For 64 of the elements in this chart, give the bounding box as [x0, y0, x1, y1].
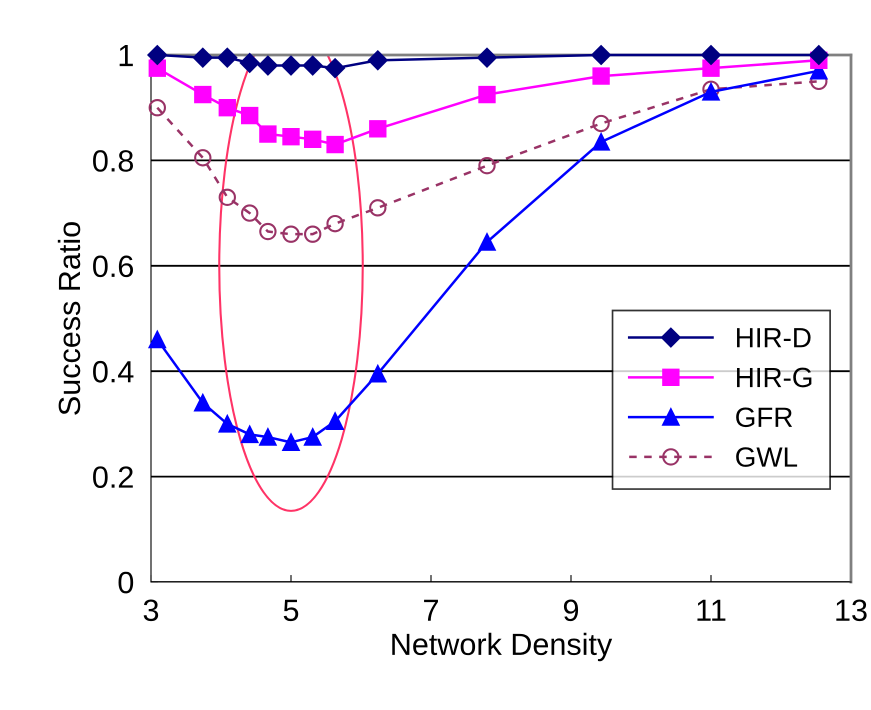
x-tick-label: 5: [284, 600, 298, 622]
point: [194, 86, 212, 104]
point: [326, 214, 344, 232]
point: [592, 133, 610, 151]
point: [304, 225, 322, 243]
point: [701, 45, 721, 65]
point: [478, 86, 496, 104]
point: [194, 149, 212, 166]
point: [369, 120, 386, 138]
point: [326, 412, 344, 430]
point: [302, 56, 323, 76]
point: [478, 233, 496, 251]
y-tick-label: 0.4: [93, 360, 134, 383]
point: [192, 48, 213, 68]
point: [808, 45, 829, 65]
legend-label: HIR-D: [737, 328, 811, 348]
point: [477, 48, 497, 68]
point: [591, 45, 611, 65]
point: [241, 204, 258, 222]
point: [702, 83, 720, 101]
x-tick-label: 7: [424, 600, 438, 621]
point: [148, 99, 166, 116]
point: [217, 48, 238, 68]
y-tick-label: 0.8: [93, 150, 134, 172]
point: [369, 365, 386, 383]
x-tick-label: 3: [144, 599, 158, 622]
x-tick-label: 13: [836, 599, 867, 622]
point: [478, 156, 496, 174]
point: [304, 130, 322, 148]
point: [368, 50, 388, 70]
point: [326, 136, 344, 154]
x-tick-label: 11: [697, 600, 726, 621]
x-axis-title: Network Density: [392, 632, 612, 662]
point: [259, 428, 277, 446]
point: [281, 56, 301, 76]
point: [369, 199, 386, 217]
point: [259, 125, 277, 143]
y-tick-label: 0.6: [93, 256, 133, 278]
point: [218, 99, 236, 116]
point: [304, 428, 322, 446]
point: [147, 45, 168, 65]
point: [592, 67, 610, 85]
y-tick-label: 1: [120, 45, 133, 66]
point: [218, 188, 236, 206]
point: [148, 330, 166, 348]
y-axis-title: Success Ratio: [58, 222, 80, 415]
point: [241, 106, 258, 124]
legend-label: GFR: [736, 407, 792, 428]
point: [282, 225, 300, 243]
point: [325, 58, 345, 78]
point: [240, 53, 260, 73]
point: [282, 434, 300, 452]
x-tick-label: 9: [564, 599, 578, 622]
point: [259, 222, 277, 240]
point: [241, 426, 258, 444]
y-tick-label: 0: [118, 572, 134, 594]
legend-label: HIR-G: [737, 368, 812, 388]
point: [282, 128, 300, 146]
point: [592, 114, 610, 132]
point: [194, 394, 212, 412]
point: [258, 56, 278, 76]
legend-label: GWL: [736, 447, 798, 467]
y-tick-label: 0.2: [93, 466, 133, 488]
point: [218, 415, 236, 433]
